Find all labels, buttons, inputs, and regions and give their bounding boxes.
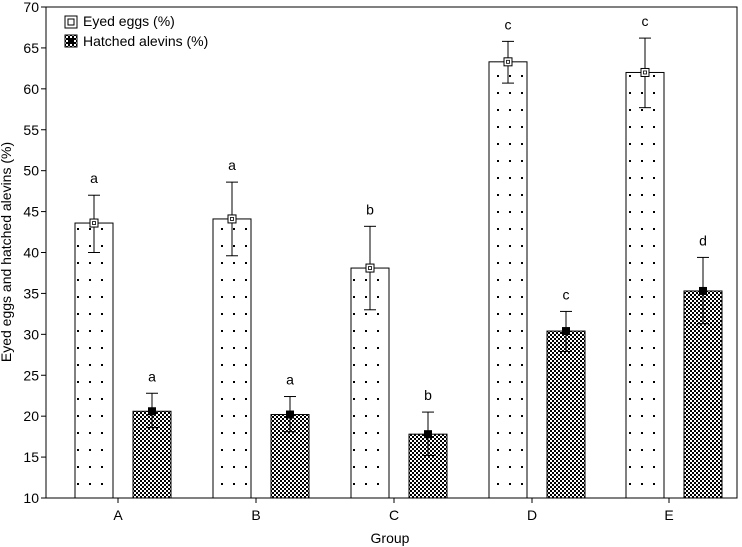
- error-bars: [88, 37, 709, 456]
- x-tick-label: C: [389, 507, 399, 523]
- bar-hatched-alevins: [546, 330, 586, 499]
- bar-eyed-eggs: [488, 61, 528, 499]
- x-axis-label: Group: [371, 530, 410, 546]
- y-tick-label: 70: [23, 0, 39, 15]
- y-tick-label: 60: [23, 81, 39, 97]
- significance-letter: a: [90, 170, 98, 186]
- significance-letter: d: [699, 232, 707, 248]
- legend-label-hatched-alevins: Hatched alevins (%): [83, 33, 208, 49]
- y-axis: 10 15 20 25 30 35 40 45 50 55 60 65 70: [23, 0, 46, 506]
- x-tick-label: E: [664, 507, 673, 523]
- y-tick-label: 10: [23, 490, 39, 506]
- y-tick-label: 55: [23, 122, 39, 138]
- mean-marker-inner: [368, 266, 372, 270]
- significance-letter: b: [366, 201, 374, 217]
- bar-eyed-eggs: [625, 71, 665, 499]
- mean-marker-eyed-eggs: [89, 218, 99, 228]
- mean-marker-hatched-alevins: [286, 410, 294, 419]
- mean-marker-inner: [230, 217, 234, 221]
- y-tick-label: 35: [23, 285, 39, 301]
- significance-letter: c: [642, 13, 649, 29]
- bar-eyed-eggs: [74, 222, 114, 499]
- mean-marker-eyed-eggs: [503, 57, 513, 67]
- significance-letter: a: [148, 368, 156, 384]
- mean-marker-eyed-eggs: [640, 67, 650, 77]
- y-tick-label: 50: [23, 163, 39, 179]
- y-tick-label: 65: [23, 40, 39, 56]
- y-tick-label: 45: [23, 204, 39, 220]
- mean-marker-hatched-alevins: [562, 327, 570, 336]
- mean-marker-eyed-eggs: [365, 263, 375, 273]
- significance-letters: a a b c c a a b c d: [90, 13, 707, 403]
- y-tick-label: 25: [23, 367, 39, 383]
- x-tick-label: B: [251, 507, 260, 523]
- x-tick-label: A: [113, 507, 123, 523]
- y-axis-label: Eyed eggs and hatched alevins (%): [0, 142, 14, 362]
- y-tick-label: 15: [23, 449, 39, 465]
- bar-hatched-alevins: [683, 290, 723, 499]
- legend: Eyed eggs (%) Hatched alevins (%): [64, 13, 208, 49]
- bar-eyed-eggs: [212, 218, 252, 499]
- mean-marker-inner: [506, 59, 510, 64]
- legend-label-eyed-eggs: Eyed eggs (%): [83, 13, 175, 29]
- mean-marker-eyed-eggs: [227, 214, 237, 224]
- significance-letter: c: [563, 286, 570, 302]
- significance-letter: a: [228, 157, 236, 173]
- y-tick-label: 40: [23, 245, 39, 261]
- mean-marker-inner: [92, 221, 96, 225]
- y-tick-label: 20: [23, 408, 39, 424]
- bars: [74, 61, 723, 499]
- mean-marker-inner: [643, 70, 647, 75]
- mean-marker-hatched-alevins: [424, 430, 432, 439]
- significance-letter: b: [424, 387, 432, 403]
- legend-swatch-hatched-alevins-marker: [68, 38, 74, 44]
- significance-letter: c: [505, 16, 512, 32]
- significance-letter: a: [286, 372, 294, 388]
- x-tick-label: D: [527, 507, 537, 523]
- mean-marker-hatched-alevins: [148, 407, 156, 416]
- legend-swatch-eyed-eggs-marker: [67, 18, 75, 26]
- x-axis: A B C D E: [113, 498, 674, 523]
- y-tick-label: 30: [23, 326, 39, 342]
- mean-marker-hatched-alevins: [699, 286, 707, 295]
